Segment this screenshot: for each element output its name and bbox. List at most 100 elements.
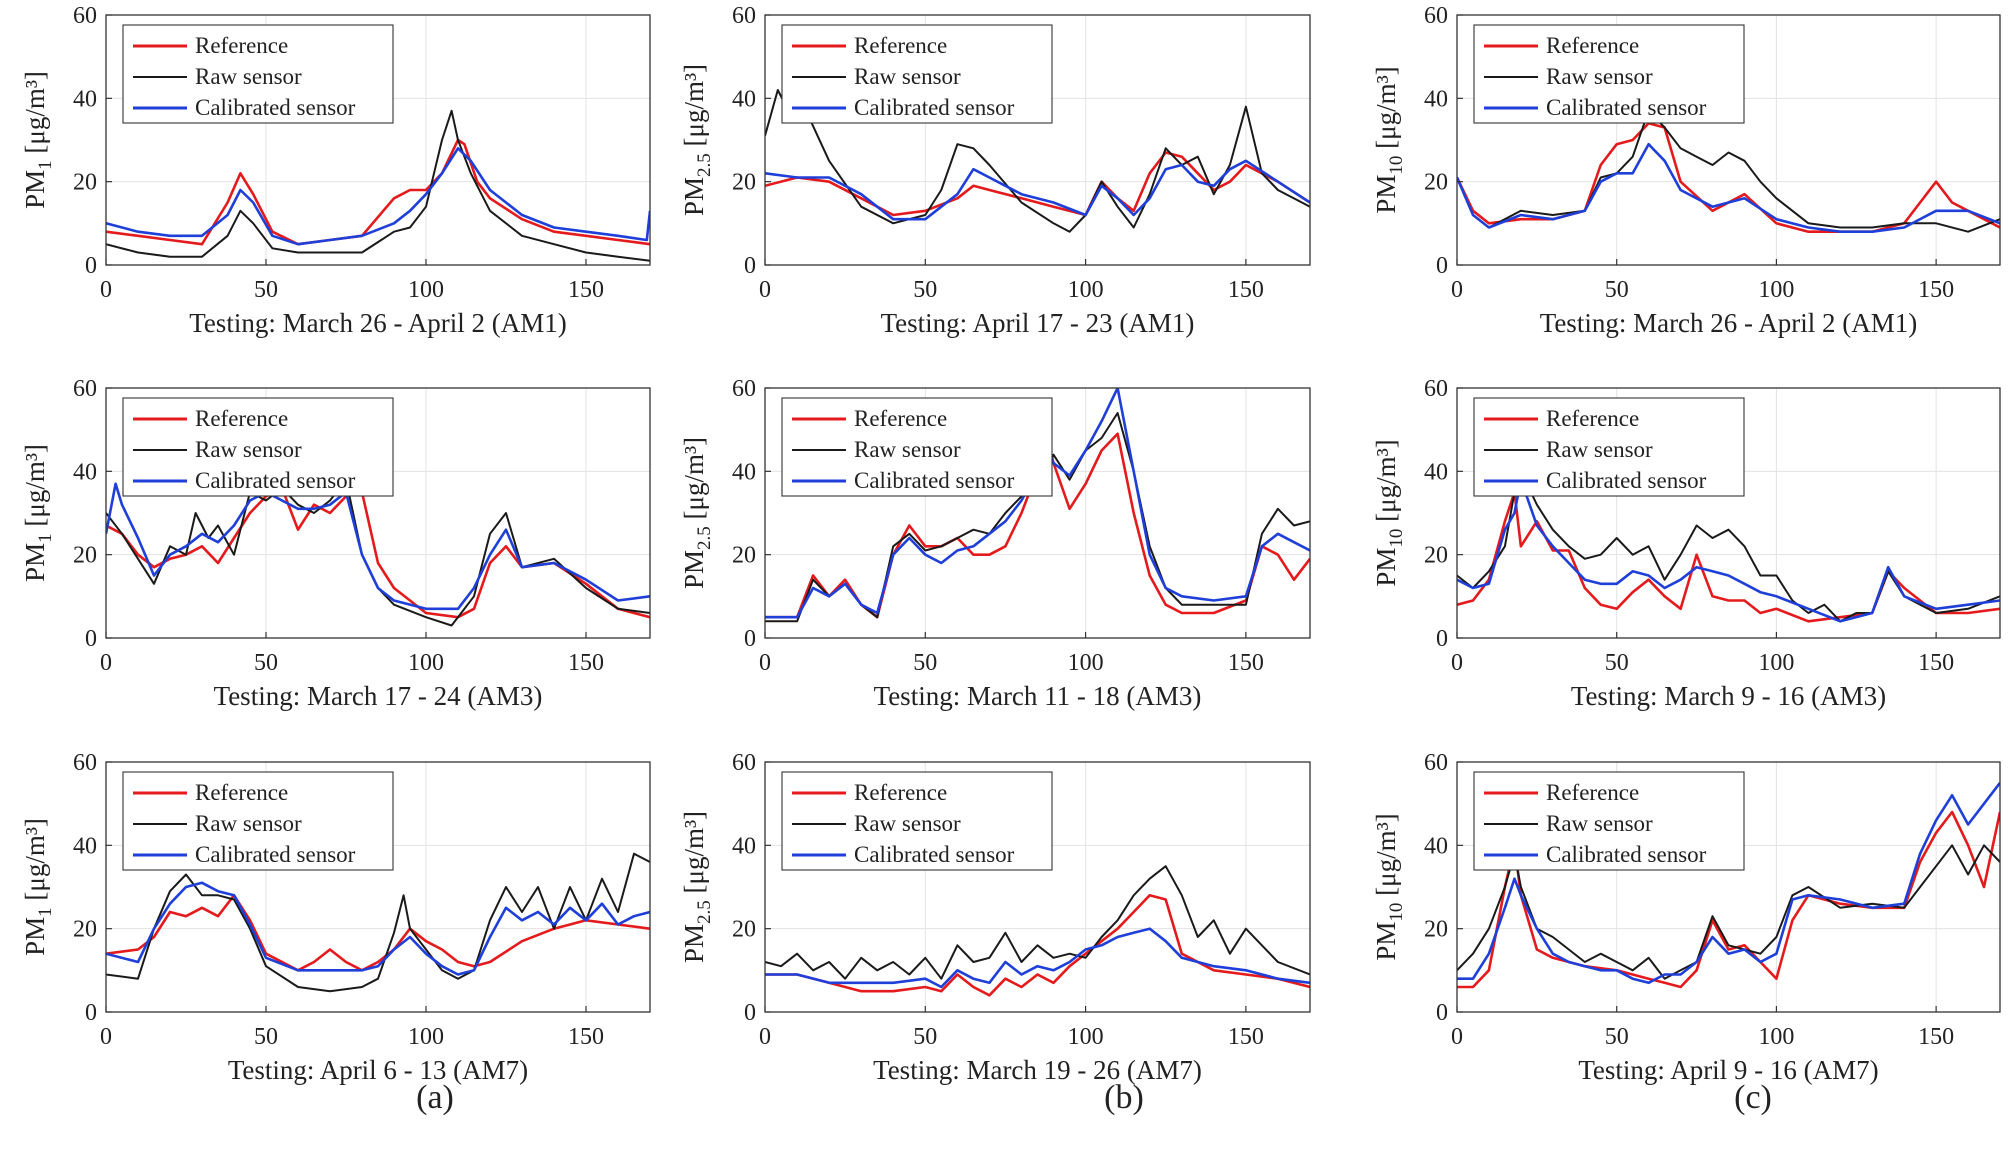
y-tick-label: 0 <box>1436 1000 1448 1026</box>
y-axis-label: PM10 [μg/m³] <box>1371 439 1407 586</box>
y-tick-label: 60 <box>73 750 97 776</box>
series-line-calibrated-sensor <box>765 159 1310 221</box>
x-tick-label: 0 <box>759 277 771 303</box>
y-tick-label: 20 <box>732 170 756 196</box>
legend-label: Calibrated sensor <box>854 468 1015 493</box>
legend-label: Raw sensor <box>195 811 302 836</box>
y-tick-label: 20 <box>732 917 756 943</box>
y-axis-label-base: PM <box>1371 175 1401 214</box>
y-tick-label: 60 <box>732 376 756 402</box>
x-tick-label: 100 <box>1758 1024 1794 1050</box>
legend-label: Calibrated sensor <box>854 95 1015 120</box>
y-tick-label: 20 <box>73 917 97 943</box>
panel-label-c: (c) <box>1734 1079 1772 1116</box>
series-line-reference <box>106 486 650 619</box>
series-line-reference <box>765 893 1310 997</box>
x-tick-label: 100 <box>1758 277 1794 303</box>
x-tick-label: 100 <box>1068 650 1104 676</box>
legend-label: Reference <box>854 780 947 805</box>
y-tick-label: 20 <box>1424 543 1448 569</box>
y-tick-label: 0 <box>1436 626 1448 652</box>
legend-label: Calibrated sensor <box>195 842 356 867</box>
x-tick-label: 100 <box>408 1024 444 1050</box>
y-tick-label: 40 <box>1424 459 1448 485</box>
x-tick-label: 0 <box>1451 650 1463 676</box>
series-line-raw-sensor <box>765 89 1310 233</box>
y-axis-label: PM10 [μg/m³] <box>1371 66 1407 213</box>
x-tick-label: 150 <box>1918 650 1954 676</box>
y-axis-label-subscript: 10 <box>1386 903 1407 922</box>
y-tick-label: 40 <box>732 459 756 485</box>
legend-label: Reference <box>195 406 288 431</box>
y-axis-label-base: PM <box>20 543 50 582</box>
y-tick-label: 60 <box>1424 376 1448 402</box>
x-tick-label: 150 <box>568 650 604 676</box>
x-tick-label: 150 <box>568 1024 604 1050</box>
y-axis-label: PM1 [μg/m³] <box>20 444 56 582</box>
y-axis-label-unit: [μg/m³] <box>679 437 709 526</box>
chart-panel: 0 50 100 150 0 20 40 60 Testing: March 11 - 18 (… <box>679 376 1311 711</box>
y-axis-label-base: PM <box>679 924 709 963</box>
y-tick-label: 40 <box>73 833 97 859</box>
legend-label: Reference <box>195 33 288 58</box>
legend-label: Calibrated sensor <box>195 95 356 120</box>
chart-panel: 0 50 100 150 0 20 40 60 Testing: March 19 - 26 (… <box>679 750 1311 1085</box>
legend-label: Calibrated sensor <box>854 842 1015 867</box>
y-tick-label: 60 <box>732 3 756 29</box>
x-tick-label: 100 <box>1758 650 1794 676</box>
y-axis-label-subscript: 10 <box>1386 156 1407 175</box>
x-tick-label: 150 <box>1918 277 1954 303</box>
x-tick-label: 50 <box>913 650 937 676</box>
y-axis-label-subscript: 2.5 <box>694 900 715 924</box>
series-line-calibrated-sensor <box>106 482 650 611</box>
series-line-reference <box>1457 810 2000 989</box>
y-axis-label-base: PM <box>679 177 709 216</box>
series-line-raw-sensor <box>106 852 650 993</box>
series-line-calibrated-sensor <box>106 881 650 976</box>
y-tick-label: 40 <box>1424 833 1448 859</box>
y-tick-label: 60 <box>73 376 97 402</box>
y-axis-label-unit: [μg/m³] <box>1371 66 1401 155</box>
x-tick-label: 100 <box>408 650 444 676</box>
legend-label: Reference <box>1546 33 1639 58</box>
chart-panel: 0 50 100 150 0 20 40 60 Testing: March 17 - 24 (… <box>20 376 651 711</box>
y-tick-label: 40 <box>732 833 756 859</box>
y-axis-label-base: PM <box>20 917 50 956</box>
legend-label: Calibrated sensor <box>1546 468 1707 493</box>
legend-label: Raw sensor <box>1546 437 1653 462</box>
y-axis-label: PM1 [μg/m³] <box>20 71 56 209</box>
legend-label: Raw sensor <box>854 64 961 89</box>
legend-label: Raw sensor <box>195 437 302 462</box>
x-tick-label: 150 <box>1228 277 1264 303</box>
x-tick-label: 0 <box>100 277 112 303</box>
y-axis-label-base: PM <box>20 170 50 209</box>
axes-box <box>764 761 1311 1013</box>
legend-label: Raw sensor <box>1546 64 1653 89</box>
x-tick-label: 50 <box>913 277 937 303</box>
y-tick-label: 0 <box>744 626 756 652</box>
legend-label: Reference <box>854 33 947 58</box>
x-tick-label: 50 <box>1605 650 1629 676</box>
y-tick-label: 20 <box>73 170 97 196</box>
axes-box <box>1456 14 2001 266</box>
x-axis-label: Testing: March 17 - 24 (AM3) <box>214 681 543 711</box>
x-tick-label: 0 <box>1451 277 1463 303</box>
y-axis-label-unit: [μg/m³] <box>20 818 50 907</box>
chart-panel: 0 50 100 150 0 20 40 60 Testing: April 17 - 23 (… <box>679 3 1311 338</box>
y-tick-label: 60 <box>1424 750 1448 776</box>
series-line-calibrated-sensor <box>106 147 650 246</box>
y-axis-label-base: PM <box>1371 548 1401 587</box>
x-axis-label: Testing: March 19 - 26 (AM7) <box>873 1055 1202 1085</box>
x-tick-label: 150 <box>1918 1024 1954 1050</box>
x-tick-label: 100 <box>1068 277 1104 303</box>
chart-panel: 0 50 100 150 0 20 40 60 Testing: April 6 - 13 (A… <box>20 750 651 1085</box>
axes-box <box>1456 387 2001 639</box>
series-line-calibrated-sensor <box>1457 142 2000 233</box>
y-tick-label: 0 <box>85 626 97 652</box>
series-line-raw-sensor <box>1457 109 2000 233</box>
y-axis-label-unit: [μg/m³] <box>679 811 709 900</box>
legend-label: Raw sensor <box>854 437 961 462</box>
x-axis-label: Testing: April 9 - 16 (AM7) <box>1578 1055 1878 1085</box>
x-axis-label: Testing: March 26 - April 2 (AM1) <box>1540 308 1918 338</box>
series-line-calibrated-sensor <box>765 927 1310 989</box>
